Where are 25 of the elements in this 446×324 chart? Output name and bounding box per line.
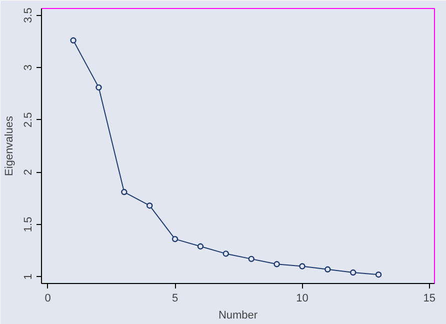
y-tick-label: 1 xyxy=(22,274,34,280)
y-tick-label: 1.5 xyxy=(22,216,34,232)
y-tick-label: 2 xyxy=(22,169,34,176)
x-axis-title: Number xyxy=(218,310,258,322)
y-tick-label: 3.5 xyxy=(22,8,34,23)
point xyxy=(274,261,280,268)
point xyxy=(299,263,306,270)
point xyxy=(121,188,128,196)
point xyxy=(350,269,356,276)
x-tick-label: 0 xyxy=(44,292,51,304)
x-tick-label: 5 xyxy=(172,292,178,304)
point xyxy=(197,243,204,250)
point xyxy=(146,202,153,209)
point xyxy=(96,84,102,91)
x-tick-label: 15 xyxy=(423,292,436,304)
point xyxy=(324,266,331,272)
point xyxy=(248,256,254,262)
x-tick-label: 10 xyxy=(296,292,308,304)
y-tick-label: 3 xyxy=(22,64,34,71)
point xyxy=(222,250,230,257)
y-axis-title: Eigenvalues xyxy=(4,116,16,176)
point xyxy=(70,37,76,44)
point xyxy=(172,236,178,242)
point xyxy=(375,272,382,278)
y-tick-label: 2.5 xyxy=(22,112,34,128)
